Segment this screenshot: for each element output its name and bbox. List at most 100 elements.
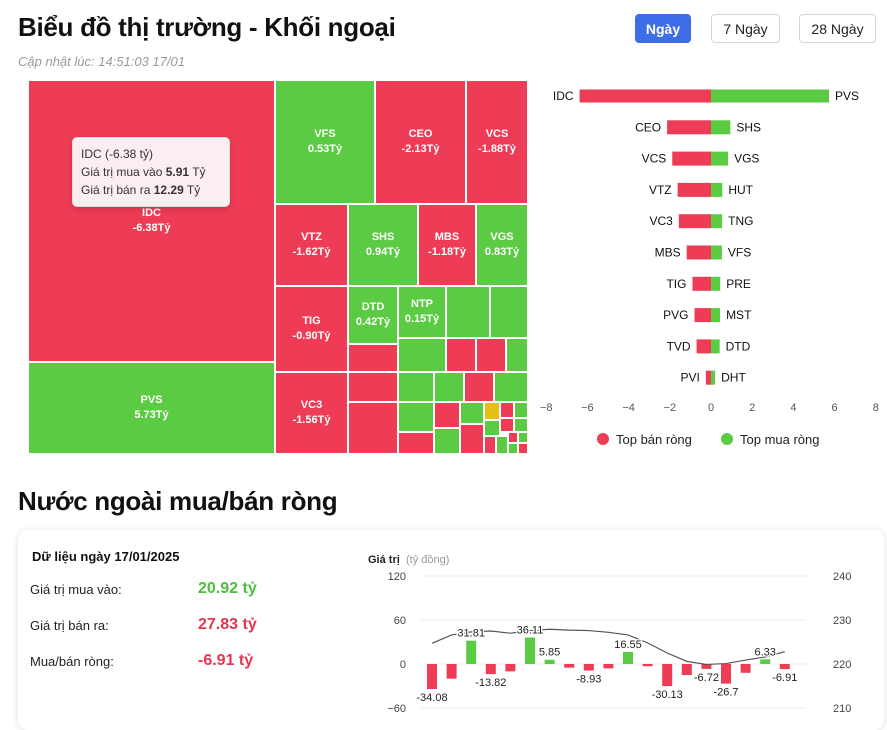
treemap-tile-small[interactable] [460,402,484,424]
treemap-tile-small[interactable] [506,338,528,372]
treemap-tile-vc3[interactable]: VC3 -1.56Tỷ [275,372,348,454]
sell-bar-label: TVD [667,339,691,353]
treemap-tile-shs[interactable]: SHS 0.94Tỷ [348,204,418,286]
treemap-tile-vtz[interactable]: VTZ -1.62Tỷ [275,204,348,286]
buy-bar-pvs[interactable] [711,89,830,103]
net-bar[interactable] [505,664,516,672]
buy-bar-vgs[interactable] [711,151,729,166]
treemap-tile-small[interactable] [434,372,464,402]
treemap-tile-small[interactable] [398,402,434,432]
treemap-tile-small[interactable] [518,432,528,443]
range-7day-button[interactable]: 7 Ngày [711,14,780,43]
treemap-tile-small[interactable] [484,402,500,420]
x-tick-label: 6 [832,402,838,414]
net-bar[interactable] [701,664,712,669]
net-value: -6.91 tỷ [198,652,254,669]
treemap-tile-small[interactable] [398,338,446,372]
net-bar[interactable] [466,640,477,664]
range-28day-button[interactable]: 28 Ngày [799,14,876,43]
tile-ticker: VTZ [301,231,322,243]
treemap-tile-small[interactable] [508,443,518,454]
sell-bar-pvi[interactable] [705,370,711,385]
treemap-tile-small[interactable] [446,286,490,338]
treemap-tile-small[interactable] [476,338,506,372]
sell-bar-ceo[interactable] [667,120,711,135]
buy-bar-label: TNG [728,214,753,228]
y-right-tick: 240 [833,571,851,583]
treemap-tile-small[interactable] [446,338,476,372]
buy-bar-dht[interactable] [711,370,716,385]
treemap-tile-small[interactable] [494,372,528,402]
treemap-tile-small[interactable] [398,372,434,402]
range-day-button[interactable]: Ngày [635,14,691,43]
net-bar[interactable] [760,659,771,664]
treemap-tile-vgs[interactable]: VGS 0.83Tỷ [476,204,528,286]
treemap-tile-vfs[interactable]: VFS 0.53Tỷ [275,80,375,204]
net-bar[interactable] [603,664,614,669]
tile-ticker: VFS [314,128,336,140]
treemap-tile-small[interactable] [484,436,496,454]
sell-bar-idc[interactable] [579,89,711,103]
net-bar[interactable] [662,664,673,687]
treemap-tile-small[interactable] [484,420,500,436]
treemap-tile-idc[interactable]: IDC -6.38Tỷ [28,80,275,362]
net-bar[interactable] [583,664,594,671]
x-tick-label: −2 [664,402,677,414]
tile-value: 0.94Tỷ [365,246,401,258]
treemap-tile-ceo[interactable]: CEO -2.13Tỷ [375,80,466,204]
net-bar[interactable] [544,659,555,664]
treemap-tile-small[interactable] [490,286,528,338]
net-value-label: -26.7 [713,687,738,699]
treemap-tile-small[interactable] [500,418,514,432]
net-bar[interactable] [623,651,633,664]
net-bar[interactable] [485,664,496,675]
treemap-tile-small[interactable] [464,372,494,402]
treemap-tile-small[interactable] [518,443,528,454]
net-bar[interactable] [779,664,790,670]
buy-bar-pre[interactable] [711,276,721,291]
sell-bar-pvg[interactable] [694,308,711,323]
treemap-tile-dtd[interactable]: DTD 0.42Tỷ [348,286,398,344]
treemap-tile-small[interactable] [398,432,434,454]
net-bar[interactable] [740,664,751,673]
treemap-tile-small[interactable] [496,436,508,454]
net-bar[interactable] [446,664,457,679]
net-bar[interactable] [642,664,653,667]
treemap-tile-ntp[interactable]: NTP 0.15Tỷ [398,286,446,338]
net-bar[interactable] [427,664,437,689]
treemap-tile-small[interactable] [460,424,484,454]
treemap-tile-small[interactable] [508,432,518,443]
treemap-tile-mbs[interactable]: MBS -1.18Tỷ [418,204,476,286]
treemap-tile-vcs[interactable]: VCS -1.88Tỷ [466,80,528,204]
treemap-tile-tig[interactable]: TIG -0.90Tỷ [275,286,348,372]
buy-bar-dtd[interactable] [711,339,720,354]
tile-ticker: VCS [485,128,509,140]
net-value-label: 36.11 [517,625,544,637]
net-bar[interactable] [721,664,731,684]
sell-bar-vc3[interactable] [678,214,711,229]
treemap-tile-small[interactable] [434,402,460,428]
treemap-tile-small[interactable] [514,418,528,432]
buy-bar-vfs[interactable] [711,245,722,260]
net-bar[interactable] [564,664,575,668]
buy-bar-label: VGS [734,152,759,166]
buy-bar-tng[interactable] [711,214,723,229]
net-bar[interactable] [525,637,535,664]
treemap-tile-small[interactable] [514,402,528,418]
treemap-tile-small[interactable] [348,402,398,454]
sell-bar-vcs[interactable] [672,151,711,166]
treemap-tile-small[interactable] [500,402,514,418]
sell-bar-mbs[interactable] [686,245,711,260]
buy-bar-shs[interactable] [711,120,731,135]
sell-bar-tig[interactable] [692,276,711,291]
treemap-tile-small[interactable] [348,372,398,402]
sell-bar-tvd[interactable] [696,339,711,354]
net-bar[interactable] [681,664,692,675]
treemap-tile-small[interactable] [434,428,460,454]
buy-bar-mst[interactable] [711,308,721,323]
buy-bar-hut[interactable] [711,182,723,197]
treemap-tile-small[interactable] [348,344,398,372]
sell-bar-vtz[interactable] [677,182,711,197]
treemap-tile-pvs[interactable]: PVS 5.73Tỷ [28,362,275,454]
tile-value: -1.88Tỷ [478,143,516,155]
